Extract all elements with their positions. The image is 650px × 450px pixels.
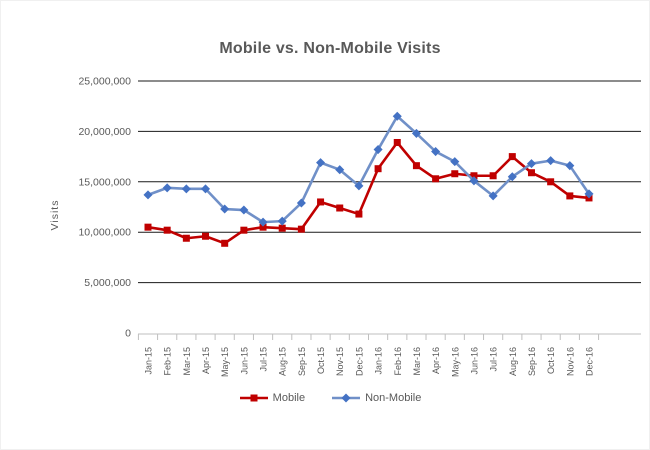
x-axis-tick-label: Sep-15 <box>297 347 307 376</box>
x-axis-tick-label: Nov-15 <box>335 347 345 376</box>
x-axis-tick-label: Oct-15 <box>316 347 326 374</box>
x-axis-tick-label: Oct-16 <box>546 347 556 374</box>
x-axis-tick-label: Feb-15 <box>163 347 173 376</box>
x-axis-tick-label: Jul-16 <box>489 347 499 372</box>
non-mobile-marker <box>316 158 326 168</box>
mobile-marker <box>259 223 267 231</box>
mobile-marker <box>412 162 420 170</box>
y-axis-tick-label: 10,000,000 <box>78 227 131 239</box>
mobile-marker <box>163 226 171 234</box>
y-axis-tick-label: 0 <box>125 328 131 340</box>
mobile-marker <box>566 192 574 200</box>
non-mobile-marker <box>239 205 249 215</box>
x-axis-tick-label: Jun-15 <box>239 347 249 375</box>
x-axis-tick-label: May-15 <box>220 347 230 377</box>
legend-item-non-mobile: Non-Mobile <box>331 392 421 404</box>
mobile-marker <box>374 165 382 173</box>
mobile-marker <box>240 226 248 234</box>
mobile-marker <box>202 232 210 240</box>
mobile-marker <box>489 172 497 180</box>
mobile-marker <box>451 170 459 178</box>
mobile-marker <box>508 153 516 161</box>
non-mobile-marker <box>507 172 517 182</box>
non-mobile-marker <box>392 111 402 121</box>
non-mobile-marker <box>181 184 191 194</box>
mobile-marker <box>182 234 190 242</box>
mobile-marker <box>336 204 344 212</box>
non-mobile-marker <box>546 156 556 166</box>
non-mobile-line <box>146 114 591 224</box>
non-mobile-marker <box>469 176 479 186</box>
x-axis-tick-label: May-16 <box>450 347 460 377</box>
mobile-marker <box>355 210 363 218</box>
mobile-marker <box>527 169 535 177</box>
mobile-line <box>146 141 591 245</box>
x-axis-tick-label: Mar-16 <box>412 347 422 376</box>
x-axis-tick-label: Jun-16 <box>469 347 479 375</box>
legend-label: Non-Mobile <box>365 392 422 404</box>
x-axis-tick-label: Jul-15 <box>259 347 269 372</box>
mobile-marker <box>278 224 286 232</box>
y-axis-tick-label: 15,000,000 <box>78 176 131 188</box>
non-mobile-marker <box>373 145 383 155</box>
mobile-marker <box>317 198 325 206</box>
y-axis-title: Visits <box>49 200 61 231</box>
x-axis-tick-label: Jan-16 <box>374 347 384 375</box>
x-axis-tick-label: Aug-16 <box>508 347 518 376</box>
mobile-marker <box>432 175 440 183</box>
x-axis-tick-label: Dec-15 <box>354 347 364 376</box>
mobile-marker <box>393 138 401 146</box>
legend-label: Mobile <box>272 392 306 404</box>
x-axis-tick-label: Apr-15 <box>201 347 211 374</box>
non-mobile-marker <box>277 216 287 226</box>
y-axis-tick-label: 20,000,000 <box>78 126 131 138</box>
x-axis-tick-label: Jan-15 <box>144 347 154 375</box>
mobile-marker <box>297 225 305 233</box>
x-axis-tick-label: Sep-16 <box>527 347 537 376</box>
y-axis-tick-label: 25,000,000 <box>78 76 131 88</box>
legend-swatch-diamond-icon <box>332 393 361 403</box>
chart-legend: Mobile Non-Mobile <box>0 392 650 404</box>
x-axis-tick-label: Feb-16 <box>393 347 403 376</box>
x-axis-tick-label: Apr-16 <box>431 347 441 374</box>
mobile-marker <box>144 223 152 231</box>
legend-item-mobile: Mobile <box>239 392 305 404</box>
non-mobile-marker <box>296 198 306 208</box>
x-axis-tick-label: Nov-16 <box>565 347 575 376</box>
chart-title: Mobile vs. Non-Mobile Visits <box>219 40 441 57</box>
legend-swatch-square-icon <box>239 394 268 402</box>
y-axis-tick-label: 5,000,000 <box>84 277 131 289</box>
x-axis-tick-label: Aug-15 <box>278 347 288 376</box>
mobile-marker <box>470 172 478 180</box>
mobile-marker <box>547 178 555 186</box>
non-mobile-marker <box>162 183 172 193</box>
x-axis-tick-label: Dec-16 <box>585 347 595 376</box>
x-axis-tick-label: Mar-15 <box>182 347 192 376</box>
mobile-marker <box>221 239 229 247</box>
non-mobile-marker <box>143 190 153 200</box>
